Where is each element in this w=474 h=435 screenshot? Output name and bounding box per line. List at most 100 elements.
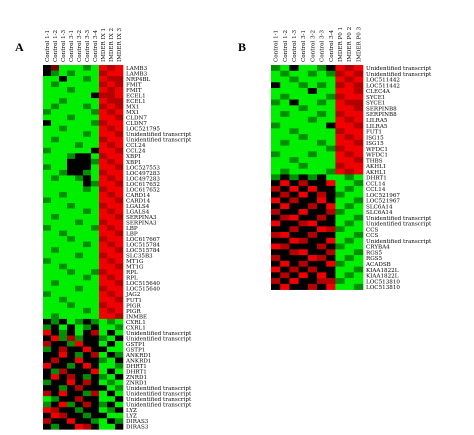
heatmap-cell (115, 214, 124, 220)
heatmap-cell (344, 145, 355, 152)
heatmap-cell (91, 263, 100, 270)
heatmap-cell (107, 131, 116, 138)
heatmap-cell (67, 379, 76, 386)
heatmap-cell (353, 88, 364, 95)
heatmap-cell (59, 103, 68, 110)
heatmap-cell (83, 153, 92, 160)
heatmap-cell (335, 139, 345, 146)
heatmap-cell (317, 214, 327, 221)
heatmap-cell (307, 209, 318, 216)
heatmap-cell (353, 180, 364, 187)
heatmap-cell (307, 134, 318, 141)
heatmap-cell (335, 232, 345, 239)
heatmap-cell (115, 291, 124, 298)
heatmap-cell (115, 329, 124, 336)
heatmap-cell (59, 136, 68, 143)
heatmap-cell (67, 225, 76, 231)
heatmap-cell (51, 70, 60, 77)
heatmap-cell (75, 307, 84, 314)
heatmap-cell (271, 283, 281, 290)
heatmap-cell (289, 185, 299, 193)
heatmap-cell (289, 220, 299, 227)
heatmap-cell (91, 313, 100, 320)
heatmap-cell (43, 291, 52, 298)
heatmap-cell (51, 368, 60, 375)
column-label: IMDER P0 1 (338, 27, 344, 62)
row-label: LOC515640 (126, 281, 160, 287)
heatmap-cell (107, 379, 116, 386)
heatmap-cell (59, 401, 68, 408)
heatmap-cell (317, 237, 327, 244)
heatmap-cell (83, 302, 92, 309)
heatmap-cell (51, 92, 60, 99)
heatmap-cell (43, 269, 52, 276)
heatmap-cell (271, 134, 281, 141)
heatmap-cell (298, 82, 309, 89)
heatmap-cell (83, 252, 92, 259)
heatmap-cell (51, 225, 60, 231)
heatmap-cell (298, 157, 309, 164)
heatmap-cell (353, 283, 364, 290)
heatmap-cell (289, 111, 299, 118)
heatmap-cell (59, 307, 68, 314)
heatmap-cell (59, 109, 68, 115)
heatmap-cell (353, 105, 364, 112)
heatmap-cell (91, 81, 100, 88)
heatmap-cell (307, 116, 318, 123)
heatmap-cell (335, 88, 345, 95)
heatmap-cell (271, 128, 281, 135)
heatmap-cell (307, 82, 318, 89)
heatmap-cell (43, 363, 52, 369)
heatmap-cell (43, 219, 52, 226)
heatmap-cell (75, 396, 84, 403)
heatmap-cell (344, 249, 355, 256)
heatmap-cell (91, 280, 100, 287)
heatmap-cell (99, 318, 108, 325)
heatmap-cell (83, 169, 92, 176)
heatmap-cell (75, 263, 84, 270)
heatmap-cell (43, 125, 52, 132)
heatmap-cell (51, 296, 60, 303)
heatmap-cell (91, 114, 100, 121)
heatmap-cell (353, 174, 364, 181)
heatmap-cell (335, 237, 345, 244)
heatmap-cell (75, 120, 84, 127)
heatmap-cell (59, 153, 68, 160)
heatmap-cell (59, 302, 68, 309)
heatmap-cell (326, 232, 336, 239)
heatmap-cell (75, 258, 84, 265)
heatmap-cell (43, 180, 52, 187)
heatmap-cell (115, 296, 124, 303)
heatmap-cell (67, 329, 76, 336)
heatmap-cell (91, 147, 100, 154)
heatmap-cell (83, 114, 92, 121)
heatmap-cell (75, 114, 84, 121)
heatmap-cell (67, 142, 76, 149)
heatmap-cell (271, 105, 281, 112)
row-label: LOC521795 (126, 127, 160, 133)
heatmap-cell (51, 318, 60, 325)
row-label: Unidentified transcript (126, 397, 192, 403)
heatmap-cell (115, 98, 124, 104)
heatmap-cell (83, 230, 92, 237)
heatmap-cell (298, 116, 309, 123)
heatmap-cell (99, 225, 108, 231)
heatmap-cell (51, 87, 60, 93)
heatmap-cell (115, 197, 124, 204)
heatmap-cell (75, 418, 84, 425)
heatmap-cell (67, 423, 76, 430)
heatmap-cell (43, 103, 52, 110)
row-label: Unidentified transcript (126, 386, 192, 392)
heatmap-cell (75, 401, 84, 408)
heatmap-cell (280, 128, 290, 135)
heatmap-cell (271, 157, 281, 164)
heatmap-cell (298, 237, 309, 244)
heatmap-cell (99, 352, 108, 358)
heatmap-cell (317, 255, 327, 262)
heatmap-cell (75, 363, 84, 369)
heatmap-cell (271, 139, 281, 146)
heatmap-cell (317, 99, 327, 106)
heatmap-cell (317, 157, 327, 164)
heatmap-cell (91, 258, 100, 265)
heatmap-cell (59, 346, 68, 353)
